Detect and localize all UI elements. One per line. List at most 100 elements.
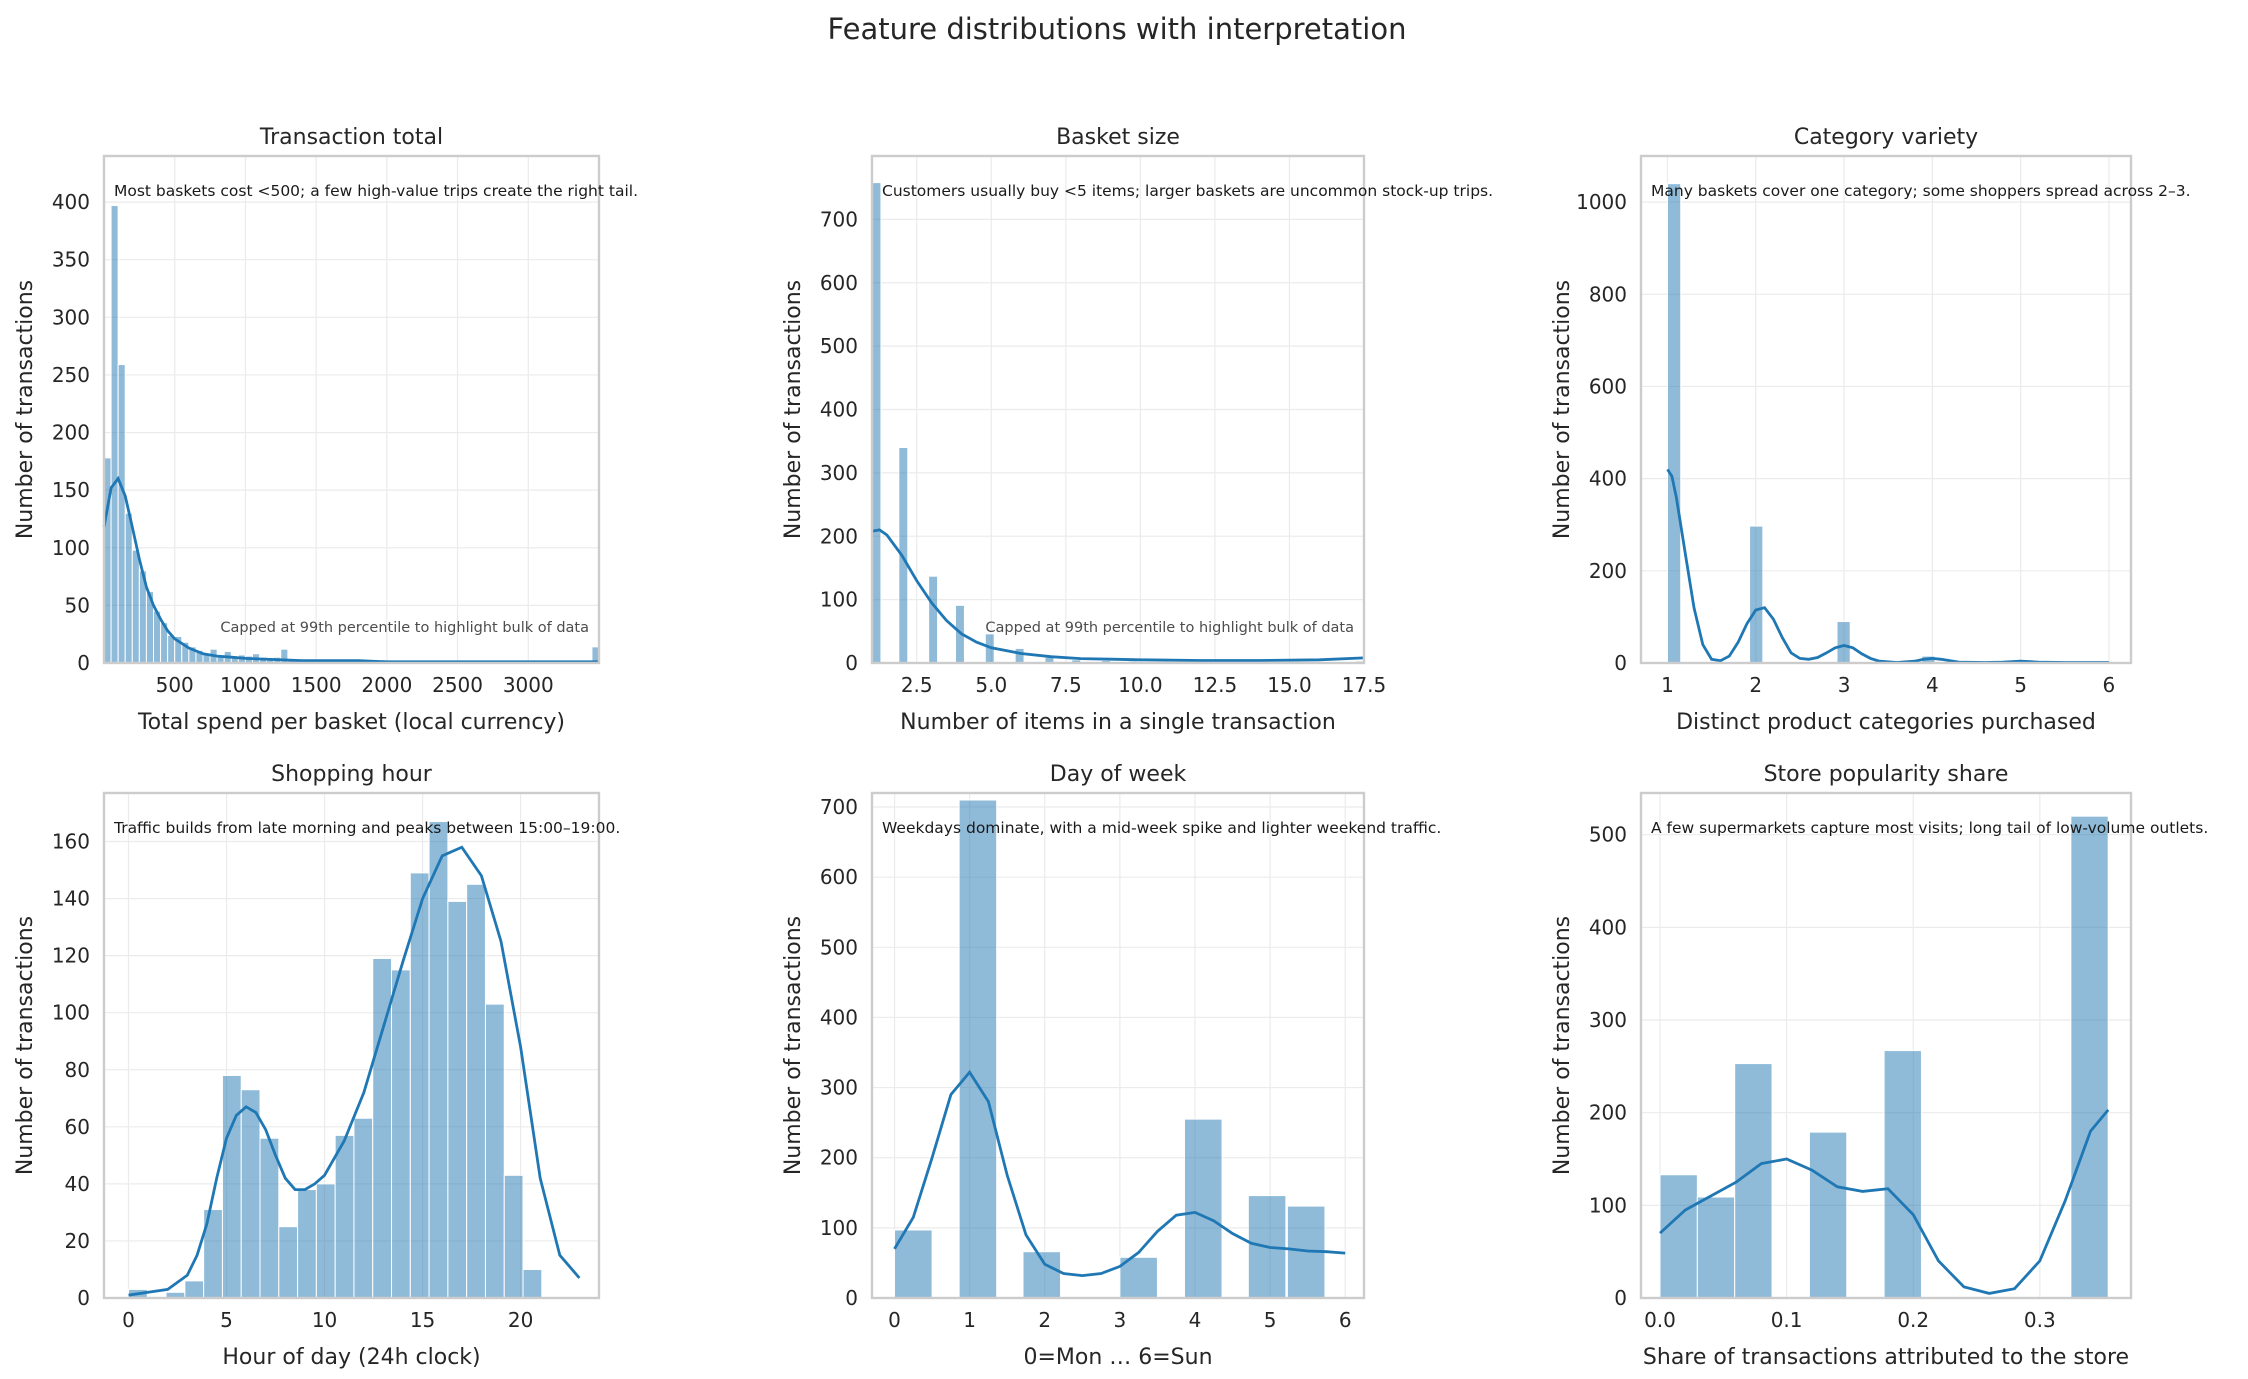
x-tick-label: 12.5	[1193, 673, 1238, 697]
interpretation-annotation: Traffic builds from late morning and pea…	[113, 819, 620, 837]
x-tick-label: 5	[220, 1308, 233, 1332]
y-tick-label: 0	[845, 651, 858, 675]
kde-curve	[1666, 468, 2109, 664]
x-axis-label: Distinct product categories purchased	[1676, 710, 2096, 735]
y-tick-label: 100	[820, 588, 858, 612]
histogram-bar	[1808, 1131, 1848, 1299]
y-tick-label: 120	[52, 944, 90, 968]
histogram-bar	[1696, 1196, 1736, 1299]
panel-title: Day of week	[1050, 762, 1187, 787]
histogram-bar	[894, 1229, 933, 1299]
x-tick-label: 6	[1339, 1308, 1352, 1332]
y-tick-label: 200	[820, 1146, 858, 1170]
y-tick-label: 0	[1614, 1286, 1627, 1310]
histogram-bar	[1659, 1174, 1698, 1299]
y-axis-label: Number of transactions	[1550, 916, 1575, 1175]
x-tick-label: 7.5	[1050, 673, 1082, 697]
histogram-bar	[391, 969, 411, 1299]
x-axis-label: Hour of day (24h clock)	[222, 1345, 480, 1370]
histogram-bar	[503, 1174, 524, 1299]
cap-note: Capped at 99th percentile to highlight b…	[985, 620, 1354, 636]
x-axis-label: Number of items in a single transaction	[900, 710, 1336, 735]
kde-curve	[893, 1069, 1346, 1278]
histogram-bar	[1014, 647, 1025, 664]
y-tick-label: 300	[1589, 1008, 1627, 1032]
histogram-bar	[334, 1134, 355, 1299]
panel-title: Basket size	[1056, 125, 1180, 150]
x-tick-label: 5	[1264, 1308, 1277, 1332]
axes-frame	[1639, 154, 2133, 665]
histogram-bar	[353, 1117, 374, 1299]
x-tick-label: 15	[410, 1308, 435, 1332]
y-tick-label: 0	[77, 651, 90, 675]
chart-panel-3: 1 2 3 4 5 6 0 200 400 600 800 1000 Category variety D…	[1550, 125, 2191, 735]
y-tick-label: 800	[1589, 282, 1627, 306]
histogram-bar	[221, 1074, 242, 1299]
histogram-bars	[1659, 815, 2109, 1299]
y-tick-label: 300	[52, 305, 90, 329]
kde-curve	[871, 528, 1365, 662]
interpretation-annotation: A few supermarkets capture most visits; …	[1651, 819, 2208, 837]
y-tick-label: 0	[1614, 651, 1627, 675]
histogram-bar	[131, 549, 140, 664]
y-tick-label: 600	[1589, 374, 1627, 398]
y-tick-label: 400	[52, 190, 90, 214]
x-tick-label: 0	[888, 1308, 901, 1332]
histogram-bar	[117, 364, 126, 664]
axes-frame	[1639, 791, 2133, 1300]
x-tick-label: 1500	[291, 673, 342, 697]
x-axis-label: Total spend per basket (local currency)	[137, 710, 565, 735]
y-tick-label: 1000	[1576, 190, 1627, 214]
y-tick-label: 350	[52, 248, 90, 272]
panel-title: Shopping hour	[271, 762, 433, 787]
y-tick-label: 600	[820, 865, 858, 889]
x-tick-label: 4	[1189, 1308, 1202, 1332]
x-tick-label: 15.0	[1267, 673, 1312, 697]
histogram-bars	[103, 205, 600, 664]
x-tick-label: 3000	[503, 673, 554, 697]
histogram-bar	[1734, 1063, 1773, 1299]
chart-panel-1: 500 1000 1500 2000 2500 3000 0 50 100 150 200 250 30…	[13, 125, 638, 735]
y-tick-label: 100	[52, 536, 90, 560]
histogram-bar	[484, 1003, 505, 1299]
y-axis-label: Number of transactions	[1550, 280, 1575, 539]
histogram-bar	[184, 1280, 205, 1299]
axes-frame	[870, 154, 1366, 665]
y-tick-label: 700	[820, 795, 858, 819]
x-tick-label: 0.0	[1644, 1308, 1676, 1332]
panel-title: Store popularity share	[1764, 762, 2009, 787]
y-tick-label: 100	[820, 1216, 858, 1240]
y-tick-label: 200	[820, 524, 858, 548]
y-tick-label: 300	[820, 461, 858, 485]
gridlines	[104, 156, 599, 664]
x-tick-label: 5	[2014, 673, 2027, 697]
x-tick-label: 1	[963, 1308, 976, 1332]
kde-curve	[128, 845, 581, 1297]
y-tick-label: 600	[820, 271, 858, 295]
y-tick-label: 0	[845, 1286, 858, 1310]
cap-note: Capped at 99th percentile to highlight b…	[220, 620, 589, 636]
y-tick-label: 400	[1589, 915, 1627, 939]
histogram-bar	[871, 182, 882, 664]
histogram-bar	[447, 900, 468, 1299]
y-tick-label: 80	[65, 1058, 90, 1082]
histogram-bar	[466, 883, 486, 1299]
histogram-bar	[1749, 525, 1764, 664]
x-tick-label: 5.0	[975, 673, 1007, 697]
histogram-bar	[409, 872, 430, 1299]
histogram-bar	[928, 575, 939, 664]
kde-curve	[102, 475, 599, 664]
histogram-bar	[259, 1137, 280, 1299]
histogram-bar	[110, 205, 119, 664]
x-tick-label: 1	[1661, 673, 1674, 697]
x-tick-label: 1000	[220, 673, 271, 697]
x-tick-label: 2.5	[901, 673, 933, 697]
x-tick-label: 2500	[432, 673, 483, 697]
y-tick-label: 400	[820, 1005, 858, 1029]
y-tick-label: 400	[1589, 467, 1627, 491]
x-tick-label: 17.5	[1342, 673, 1387, 697]
x-tick-label: 0.2	[1897, 1308, 1929, 1332]
histogram-bars	[894, 799, 1326, 1299]
y-tick-label: 500	[820, 935, 858, 959]
